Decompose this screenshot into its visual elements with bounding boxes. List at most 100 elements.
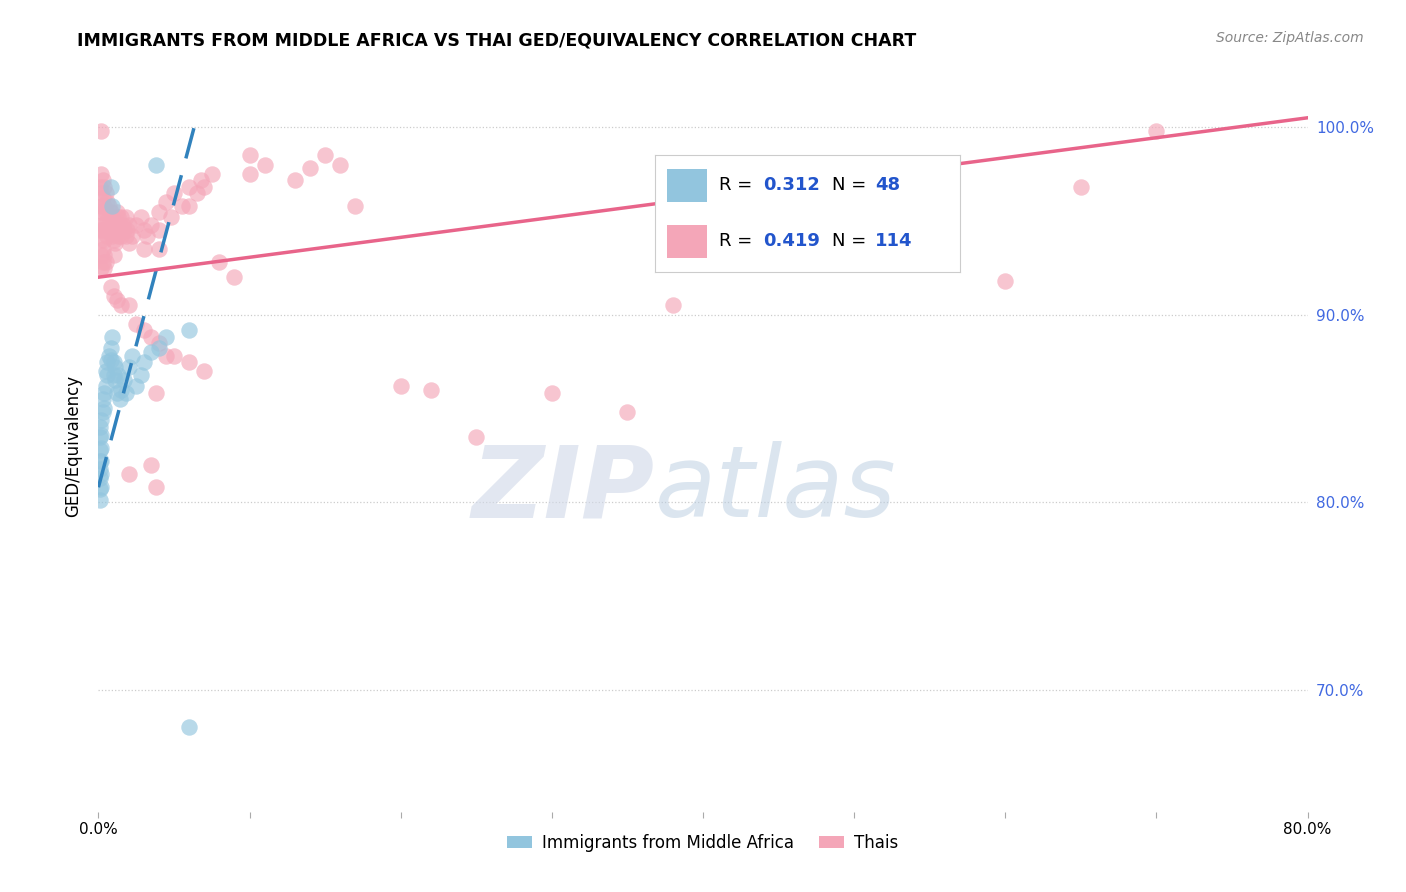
Point <box>129 210 152 224</box>
Point <box>89 482 111 496</box>
Point <box>104 236 127 251</box>
Point <box>129 368 152 382</box>
Point <box>1070 180 1092 194</box>
Point <box>90 233 112 247</box>
Point <box>299 161 322 176</box>
Point <box>661 298 683 312</box>
Point <box>103 368 125 382</box>
Point <box>179 720 201 734</box>
Point <box>125 379 148 393</box>
Point <box>103 248 125 262</box>
Point <box>101 229 124 244</box>
Point <box>155 195 177 210</box>
Point <box>94 223 117 237</box>
Text: N =: N = <box>832 232 872 250</box>
Point <box>107 229 129 244</box>
Text: Source: ZipAtlas.com: Source: ZipAtlas.com <box>1216 31 1364 45</box>
Text: 114: 114 <box>875 232 912 250</box>
Text: IMMIGRANTS FROM MIDDLE AFRICA VS THAI GED/EQUIVALENCY CORRELATION CHART: IMMIGRANTS FROM MIDDLE AFRICA VS THAI GE… <box>77 31 917 49</box>
Point <box>94 186 117 200</box>
Point <box>90 441 112 455</box>
Point <box>160 210 183 224</box>
Point <box>105 223 128 237</box>
Point <box>148 204 170 219</box>
Point <box>1144 124 1167 138</box>
Point <box>93 233 115 247</box>
Point <box>100 352 122 367</box>
Point <box>132 223 155 237</box>
Point <box>103 354 125 368</box>
Point <box>101 210 124 224</box>
Point <box>90 218 112 232</box>
Point <box>98 349 121 363</box>
Point <box>104 373 127 387</box>
Point <box>96 368 118 382</box>
Point <box>108 218 131 232</box>
Point <box>93 218 115 232</box>
Point <box>141 218 163 232</box>
Point <box>90 427 112 442</box>
Point <box>107 210 129 224</box>
Point <box>89 223 111 237</box>
Text: 0.419: 0.419 <box>763 232 820 250</box>
Point <box>389 379 412 393</box>
Text: R =: R = <box>720 176 758 194</box>
Point <box>114 229 136 244</box>
Text: ZIP: ZIP <box>471 442 655 539</box>
Point <box>179 180 201 194</box>
Text: R =: R = <box>720 232 758 250</box>
Point <box>89 442 111 457</box>
Point <box>91 223 114 237</box>
Point <box>110 210 132 224</box>
Point <box>100 204 122 219</box>
Point <box>90 124 112 138</box>
Text: 48: 48 <box>875 176 900 194</box>
Point <box>91 405 114 419</box>
Point <box>193 364 215 378</box>
Point <box>465 429 488 443</box>
Point <box>89 429 111 443</box>
Point <box>208 255 231 269</box>
Point <box>100 342 122 356</box>
Point <box>104 360 127 375</box>
Point <box>105 293 128 307</box>
Point <box>90 260 112 275</box>
Point <box>253 158 276 172</box>
Point <box>93 260 115 275</box>
Point <box>91 255 114 269</box>
Point <box>118 236 141 251</box>
Point <box>90 480 112 494</box>
Point <box>107 368 129 382</box>
Point <box>179 354 201 368</box>
Point <box>145 386 167 401</box>
Point <box>179 323 201 337</box>
Point <box>420 383 443 397</box>
Point <box>193 180 215 194</box>
Point <box>108 392 131 406</box>
Point <box>111 218 134 232</box>
Y-axis label: GED/Equivalency: GED/Equivalency <box>65 375 83 517</box>
Point <box>105 386 128 401</box>
Point <box>155 330 177 344</box>
Text: 0.312: 0.312 <box>763 176 820 194</box>
Point <box>103 233 125 247</box>
Point <box>104 218 127 232</box>
Point <box>115 223 138 237</box>
Point <box>145 158 167 172</box>
Point <box>89 420 111 434</box>
Point <box>96 195 118 210</box>
Point <box>224 270 246 285</box>
Point <box>90 167 112 181</box>
Point <box>93 401 115 416</box>
Point <box>91 204 114 219</box>
Point <box>163 349 186 363</box>
Point <box>141 458 163 472</box>
Point <box>93 386 115 401</box>
Point <box>90 454 112 468</box>
Point <box>94 204 117 219</box>
Point <box>89 180 111 194</box>
Point <box>314 148 336 162</box>
Point <box>91 392 114 406</box>
Point <box>768 180 790 194</box>
Point <box>94 255 117 269</box>
